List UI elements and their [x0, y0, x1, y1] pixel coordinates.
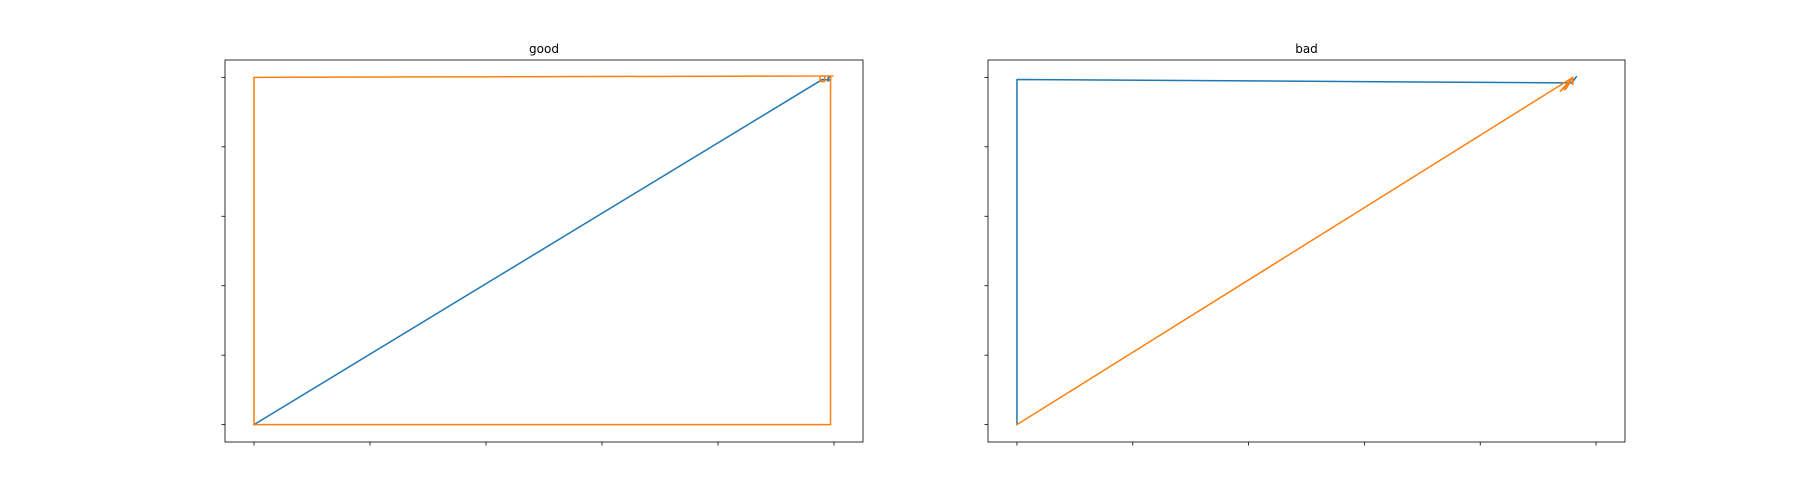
series-layer — [1015, 75, 1578, 426]
chart-bad: bad — [984, 42, 1626, 446]
axes-frame — [987, 59, 1626, 443]
plot-area — [988, 60, 1625, 442]
tick-layer — [984, 76, 1597, 446]
tick-layer — [221, 76, 835, 446]
chart-title: bad — [1295, 42, 1318, 56]
axes-frame — [224, 59, 864, 443]
chart-good: good — [221, 42, 864, 446]
series-line-1 — [1015, 76, 1574, 426]
chart-title: good — [529, 42, 559, 56]
series-line-1 — [253, 75, 834, 426]
series-layer — [252, 75, 834, 426]
